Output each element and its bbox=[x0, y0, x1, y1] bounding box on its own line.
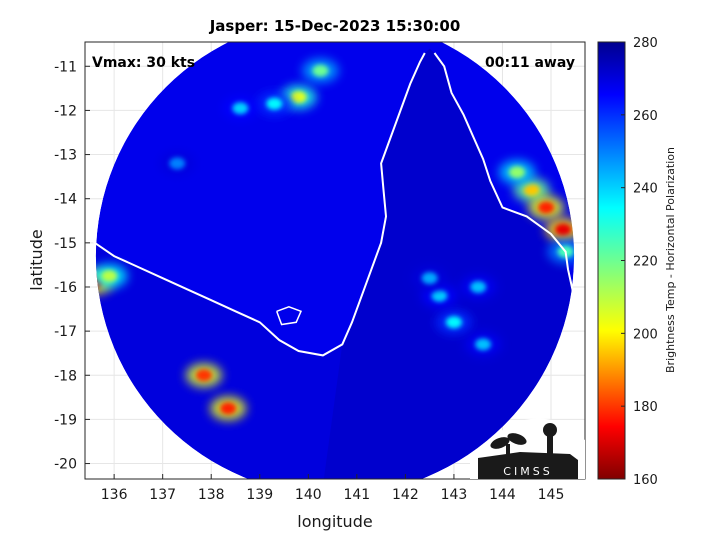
colorbar bbox=[597, 41, 626, 480]
vmax-annotation: Vmax: 30 kts bbox=[92, 55, 195, 71]
convection-cell bbox=[256, 91, 293, 116]
logo-building bbox=[478, 452, 578, 479]
y-tick-label: -19 bbox=[54, 412, 77, 428]
y-axis-label: latitude bbox=[27, 229, 46, 290]
convection-cell bbox=[95, 263, 128, 288]
logo-dish-right bbox=[507, 433, 527, 445]
colorbar-ticks: 160 180 200 220 240 260 280 bbox=[621, 36, 658, 488]
colorbar-tick-label: 200 bbox=[633, 327, 658, 342]
convection-cell bbox=[465, 332, 502, 357]
colorbar-tick-label: 240 bbox=[633, 182, 658, 197]
y-tick-label: -12 bbox=[54, 103, 77, 119]
y-tick-label: -11 bbox=[54, 59, 77, 75]
y-tick-label: -15 bbox=[54, 236, 77, 252]
convection-cell bbox=[185, 363, 222, 388]
convection-cell bbox=[210, 396, 247, 421]
y-tick-label: -13 bbox=[54, 148, 77, 164]
coastline-east bbox=[433, 52, 591, 328]
x-tick-label: 144 bbox=[489, 487, 516, 503]
colorbar-tick-label: 180 bbox=[633, 400, 658, 415]
x-tick-label: 141 bbox=[343, 487, 370, 503]
colorbar-tick-label: 280 bbox=[633, 36, 658, 51]
x-axis-label: longitude bbox=[297, 512, 372, 531]
convection-cell bbox=[435, 310, 472, 335]
plot-frame bbox=[84, 41, 586, 480]
y-tick-label: -18 bbox=[54, 368, 77, 384]
x-tick-label: 139 bbox=[246, 487, 273, 503]
convection-cell bbox=[513, 177, 550, 202]
logo-tower-top bbox=[543, 423, 557, 437]
convection-cell bbox=[460, 274, 497, 299]
time-away-annotation: 00:11 away bbox=[485, 55, 575, 71]
convection-cell bbox=[159, 151, 196, 176]
x-tick-label: 136 bbox=[101, 487, 128, 503]
logo-dish-left bbox=[490, 437, 510, 449]
y-tick-label: -17 bbox=[54, 324, 77, 340]
x-tick-label: 142 bbox=[392, 487, 419, 503]
cimss-logo: CIMSS bbox=[470, 418, 585, 479]
x-tick-label: 143 bbox=[441, 487, 468, 503]
convection-cell bbox=[411, 266, 448, 291]
coastline-island bbox=[275, 306, 303, 326]
y-axis-ticks: -11 -12 -13 -14 -15 -16 -17 -18 -19 -20 bbox=[54, 59, 90, 473]
colorbar-tick-label: 160 bbox=[633, 473, 658, 488]
logo-tower-body bbox=[547, 436, 553, 458]
y-tick-label: -20 bbox=[54, 457, 77, 473]
swath-layer bbox=[95, 42, 575, 479]
colorbar-tick-label: 220 bbox=[633, 255, 658, 270]
x-tick-label: 138 bbox=[198, 487, 225, 503]
y-tick-label: -14 bbox=[54, 192, 77, 208]
convection-cell bbox=[222, 96, 259, 121]
convection-cell bbox=[499, 160, 536, 185]
land-region-cape-york bbox=[322, 48, 575, 479]
colorbar-label: Brightness Temp - Horizontal Polarizatio… bbox=[664, 147, 677, 373]
x-tick-label: 145 bbox=[538, 487, 565, 503]
convection-cell bbox=[528, 195, 565, 220]
x-tick-label: 140 bbox=[295, 487, 322, 503]
logo-dish-stand bbox=[506, 444, 510, 454]
y-tick-label: -16 bbox=[54, 280, 77, 296]
logo-text: CIMSS bbox=[503, 465, 552, 478]
x-axis-ticks: 136 137 138 139 140 141 142 143 144 145 bbox=[101, 474, 565, 503]
x-tick-label: 137 bbox=[149, 487, 176, 503]
coastline-gulf bbox=[84, 52, 426, 357]
colorbar-tick-label: 260 bbox=[633, 109, 658, 124]
chart-title: Jasper: 15-Dec-2023 15:30:00 bbox=[209, 17, 461, 35]
convection-cell bbox=[302, 58, 339, 83]
